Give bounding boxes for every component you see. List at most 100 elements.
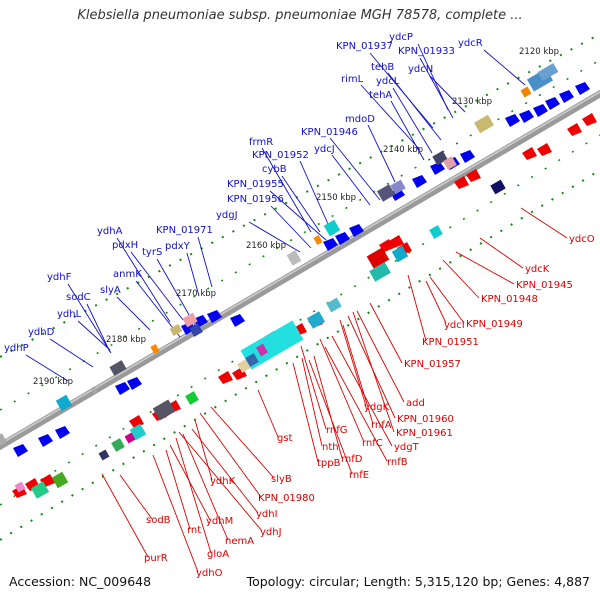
gene-block[interactable] [237, 359, 251, 373]
forward-gene-label[interactable]: KPN_01971 [156, 225, 213, 236]
reverse-gene-label[interactable]: ydgT [394, 442, 420, 453]
reverse-gene-label[interactable]: KPN_01949 [466, 319, 523, 330]
reverse-gene-arrow[interactable] [454, 176, 469, 189]
gene-block[interactable] [313, 235, 323, 245]
reverse-gene-label[interactable]: KPN_01948 [481, 294, 538, 305]
forward-gene-arrow[interactable] [127, 377, 142, 390]
gene-block[interactable] [182, 312, 198, 328]
forward-gene-arrow[interactable] [55, 426, 70, 439]
reverse-gene-label[interactable]: add [406, 398, 425, 409]
reverse-gene-label[interactable]: slyB [271, 474, 292, 485]
reverse-gene-label[interactable]: ydhK [210, 476, 236, 487]
reverse-gene-label[interactable]: rnfE [349, 470, 369, 481]
gene-block[interactable] [98, 449, 110, 461]
forward-gene-label[interactable]: ydcR [458, 38, 483, 49]
forward-gene-label[interactable]: rimL [341, 74, 364, 85]
forward-gene-label[interactable]: pdxY [165, 241, 191, 252]
reverse-gene-label[interactable]: KPN_01980 [258, 493, 315, 504]
gene-block[interactable] [0, 433, 7, 447]
forward-gene-arrow[interactable] [207, 310, 222, 323]
reverse-gene-label[interactable]: KPN_01960 [397, 414, 454, 425]
gene-block[interactable] [55, 394, 73, 412]
gene-block[interactable] [537, 63, 559, 81]
forward-gene-label[interactable]: ydhP [4, 343, 29, 354]
forward-gene-arrow[interactable] [230, 314, 245, 327]
gene-block[interactable] [152, 399, 176, 421]
forward-gene-label[interactable]: KPN_01952 [252, 150, 309, 161]
forward-gene-arrow[interactable] [505, 114, 520, 127]
gene-block[interactable] [129, 423, 147, 441]
forward-gene-arrow[interactable] [575, 82, 590, 95]
forward-gene-label[interactable]: mdoD [345, 114, 375, 125]
gene-block[interactable] [366, 247, 390, 269]
reverse-gene-label[interactable]: gst [277, 433, 293, 444]
forward-gene-label[interactable]: ydhL [57, 309, 82, 320]
reverse-gene-label[interactable]: ydgK [364, 402, 390, 413]
reverse-gene-label[interactable]: KPN_01961 [396, 428, 453, 439]
reverse-gene-arrow[interactable] [218, 371, 233, 384]
reverse-gene-arrow[interactable] [582, 113, 597, 126]
reverse-gene-label[interactable]: sodB [146, 515, 171, 526]
gene-block[interactable] [51, 471, 69, 489]
forward-gene-label[interactable]: KPN_01956 [227, 194, 284, 205]
forward-gene-label[interactable]: ydcP [389, 32, 413, 43]
gene-block[interactable] [429, 225, 443, 239]
gene-block[interactable] [150, 344, 160, 354]
forward-gene-arrow[interactable] [323, 238, 338, 251]
forward-gene-label[interactable]: ydhD [28, 327, 55, 338]
gene-block[interactable] [30, 481, 50, 499]
reverse-gene-arrow[interactable] [537, 143, 552, 156]
reverse-gene-arrow[interactable] [567, 123, 582, 136]
gene-block[interactable] [169, 324, 183, 336]
gene-block[interactable] [391, 245, 409, 263]
gene-block[interactable] [306, 311, 326, 329]
forward-gene-label[interactable]: ydgJ [216, 210, 238, 221]
forward-gene-arrow[interactable] [545, 97, 560, 110]
reverse-gene-arrow[interactable] [466, 169, 481, 182]
reverse-gene-label[interactable]: rnt [187, 525, 201, 536]
forward-gene-label[interactable]: slyA [100, 285, 121, 296]
reverse-gene-label[interactable]: nemA [225, 536, 254, 547]
forward-gene-label[interactable]: ydcL [376, 76, 400, 87]
forward-gene-arrow[interactable] [13, 444, 28, 457]
gene-block[interactable] [474, 114, 494, 134]
reverse-gene-label[interactable]: rnfA [371, 420, 392, 431]
reverse-gene-arrow[interactable] [522, 147, 537, 160]
forward-gene-label[interactable]: KPN_01933 [398, 46, 455, 57]
forward-gene-label[interactable]: KPN_01937 [336, 41, 393, 52]
forward-gene-arrow[interactable] [412, 175, 427, 188]
reverse-gene-label[interactable]: ydcI [444, 320, 465, 331]
gene-block[interactable] [520, 86, 532, 98]
reverse-gene-label[interactable]: ydhJ [260, 527, 282, 538]
reverse-gene-arrow[interactable] [389, 235, 404, 248]
forward-gene-label[interactable]: ydcJ [314, 144, 335, 155]
reverse-gene-label[interactable]: rnfD [341, 454, 363, 465]
gene-block[interactable] [323, 219, 341, 237]
gene-block[interactable] [189, 323, 203, 337]
forward-gene-arrow[interactable] [115, 382, 130, 395]
gene-block[interactable] [286, 250, 302, 266]
reverse-gene-label[interactable]: tppB [317, 458, 341, 469]
forward-gene-label[interactable]: ydhF [47, 272, 72, 283]
reverse-gene-label[interactable]: ydcK [525, 264, 550, 275]
forward-gene-label[interactable]: frmR [249, 137, 273, 148]
forward-gene-arrow[interactable] [430, 162, 445, 175]
forward-gene-label[interactable]: pdxH [112, 240, 138, 251]
gene-block[interactable] [14, 481, 26, 493]
reverse-gene-label[interactable]: ydhI [256, 509, 278, 520]
reverse-gene-label[interactable]: rnfB [387, 457, 408, 468]
gene-block[interactable] [111, 438, 125, 452]
reverse-gene-label[interactable]: KPN_01951 [422, 337, 479, 348]
reverse-gene-label[interactable]: rnfG [326, 425, 348, 436]
reverse-gene-label[interactable]: KPN_01957 [404, 359, 461, 370]
forward-gene-arrow[interactable] [460, 150, 475, 163]
forward-gene-label[interactable]: ydhA [97, 226, 123, 237]
forward-gene-label[interactable]: tyrS [142, 247, 162, 258]
forward-gene-label[interactable]: KPN_01955 [227, 179, 284, 190]
forward-gene-arrow[interactable] [559, 90, 574, 103]
forward-gene-label[interactable]: sodC [66, 292, 91, 303]
forward-gene-arrow[interactable] [349, 224, 364, 237]
reverse-gene-label[interactable]: gloA [207, 549, 229, 560]
forward-gene-label[interactable]: tehB [371, 62, 394, 73]
